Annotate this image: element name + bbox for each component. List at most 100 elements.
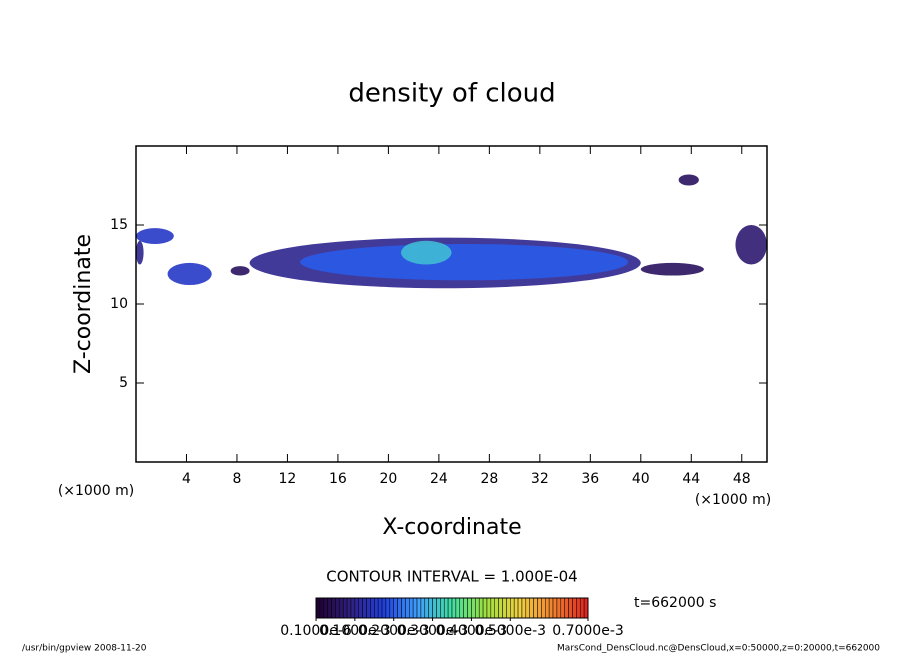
colorbar-cell <box>389 597 394 619</box>
colorbar-cell <box>374 597 379 619</box>
time-label: t=662000 s <box>634 595 716 611</box>
colorbar-cell <box>393 597 398 619</box>
colorbar-tick-label: 0.1000e-3 <box>319 623 391 639</box>
x-tick-label: 44 <box>682 471 700 487</box>
colorbar-cell <box>339 597 344 619</box>
x-tick-label: 48 <box>733 471 751 487</box>
cloud-patch <box>167 262 212 286</box>
colorbar-cell <box>521 597 527 619</box>
y-tick-label: 10 <box>110 296 128 312</box>
footer-right: MarsCond_DensCloud.nc@DensCloud,x=0:5000… <box>557 644 880 654</box>
colorbar-cell <box>517 597 523 619</box>
x-tick-label: 32 <box>531 471 549 487</box>
x-unit: (×1000 m) <box>695 492 771 508</box>
colorbar-tick-label: 0.3000e-3 <box>397 623 469 639</box>
colorbar-tick-label: 0.4000e-3 <box>436 623 508 639</box>
colorbar-cell <box>525 597 530 619</box>
colorbar-cell <box>506 597 511 619</box>
colorbar-cell <box>405 597 410 619</box>
colorbar-cell <box>385 597 391 619</box>
x-axis-label: X-coordinate <box>382 515 521 540</box>
colorbar-cell <box>564 597 569 619</box>
colorbar-cell <box>451 597 457 619</box>
cloud-patch <box>230 266 250 276</box>
plot-frame <box>135 145 768 463</box>
colorbar-cell <box>560 597 565 619</box>
x-tick-label: 36 <box>581 471 599 487</box>
colorbar-cell <box>583 597 589 619</box>
colorbar-cell <box>416 597 422 619</box>
x-tick-label: 12 <box>279 471 297 487</box>
cloud-patch <box>735 225 767 265</box>
cloud-layer <box>136 174 767 289</box>
colorbar-cell <box>529 597 534 619</box>
colorbar-cell <box>443 597 449 619</box>
y-unit: (×1000 m) <box>58 483 134 499</box>
colorbar-cell <box>428 597 433 619</box>
colorbar-cell <box>350 597 356 619</box>
colorbar-cell <box>510 597 515 619</box>
colorbar-tick-label: 0.5000e-3 <box>475 623 547 639</box>
colorbar-cell <box>568 597 573 619</box>
colorbar-cell <box>459 597 464 619</box>
colorbar-cell <box>548 597 554 619</box>
colorbar-cell <box>482 597 488 619</box>
cloud-patch <box>678 174 699 186</box>
colorbar-cell <box>432 597 437 619</box>
y-tick-label: 15 <box>110 217 128 233</box>
colorbar-cell <box>447 597 453 619</box>
colorbar-cell <box>354 597 359 619</box>
colorbar-cell <box>440 597 445 619</box>
colorbar-cell <box>327 597 332 619</box>
x-tick-label: 20 <box>379 471 397 487</box>
colorbar-cell <box>533 597 538 619</box>
colorbar-cell <box>397 597 402 619</box>
colorbar-cell <box>436 597 441 619</box>
colorbar-cell <box>409 597 414 619</box>
x-tick-label: 4 <box>182 471 191 487</box>
colorbar-cell <box>424 597 429 619</box>
cloud-patch <box>136 240 144 265</box>
colorbar-cell <box>401 597 406 619</box>
cloud-patch <box>136 228 174 244</box>
colorbar-cell <box>490 597 495 619</box>
colorbar-cell <box>342 597 348 619</box>
colorbar-cell <box>513 597 519 619</box>
colorbar-cell <box>377 597 383 619</box>
cloud-patch <box>300 243 629 281</box>
colorbar-cell <box>323 597 328 619</box>
x-tick-label: 24 <box>430 471 448 487</box>
cloud-patch <box>640 262 704 276</box>
colorbar-cell <box>537 597 542 619</box>
y-axis-label: Z-coordinate <box>71 234 96 374</box>
colorbar-cell <box>498 597 503 619</box>
colorbar-cell <box>552 597 558 619</box>
colorbar-cell <box>502 597 507 619</box>
colorbar-cell <box>545 597 550 619</box>
colorbar-cell <box>346 597 352 619</box>
colorbar-cell <box>315 597 321 619</box>
colorbar-cell <box>467 597 472 619</box>
colorbar-tick-label: 0.1000e-6 <box>280 623 352 639</box>
colorbar-cell <box>366 597 371 619</box>
colorbar-cell <box>362 597 367 619</box>
colorbar-cell <box>455 597 461 619</box>
colorbar-tick-label: 0.7000e-3 <box>552 623 624 639</box>
chart-title: density of cloud <box>348 79 555 109</box>
colorbar-cell <box>572 597 577 619</box>
x-tick-label: 8 <box>232 471 241 487</box>
x-tick-label: 28 <box>480 471 498 487</box>
colorbar-cell <box>381 597 387 619</box>
colorbar-cell <box>556 597 562 619</box>
colorbar-cell <box>471 597 476 619</box>
contour-interval: CONTOUR INTERVAL = 1.000E-04 <box>326 568 577 586</box>
colorbar-cell <box>420 597 426 619</box>
colorbar-cell <box>463 597 468 619</box>
colorbar-cell <box>478 597 484 619</box>
colorbar-cell <box>486 597 492 619</box>
colorbar-tick-label: 0.2000e-3 <box>358 623 430 639</box>
colorbar-frame <box>315 597 589 619</box>
colorbar-cell <box>475 597 480 619</box>
colorbar-cell <box>331 597 336 619</box>
